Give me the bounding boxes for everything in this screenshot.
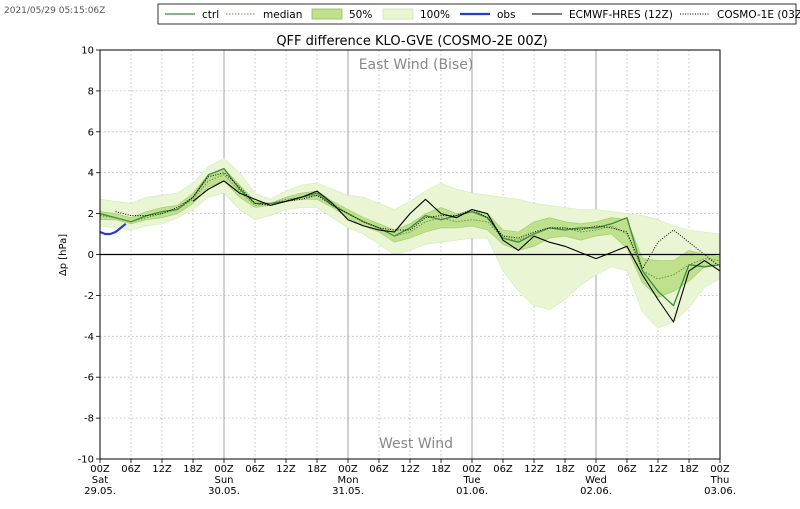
legend-label: 50% [349,9,372,21]
east-wind-annotation: East Wind (Bise) [359,57,474,73]
legend: ctrl median 50% 100% obs ECMWF-HRES (12Z) COSM… [157,3,800,25]
x-tick-label: 06Z [245,464,265,475]
legend-label: COSMO-1E (03Z) [717,9,800,21]
x-tick-day-label: Mon [337,475,358,486]
x-tick-label: 06Z [617,464,637,475]
y-axis-label: Δp [hPa] [58,234,69,276]
legend-swatch [311,8,343,20]
x-tick-label: 18Z [307,464,327,475]
x-tick-label: 12Z [524,464,544,475]
x-tick-label: 06Z [121,464,141,475]
x-tick-day-label: Sun [214,475,233,486]
y-tick-label: 6 [88,127,94,138]
x-tick-date-label: 01.06. [456,486,488,497]
x-tick-label: 12Z [648,464,668,475]
legend-label: ctrl [202,9,219,21]
x-tick-label: 00Z [338,464,358,475]
legend-label: ECMWF-HRES (12Z) [569,9,673,21]
x-tick-label: 12Z [276,464,296,475]
y-tick-label: -4 [84,332,94,343]
x-tick-label: 00Z [90,464,110,475]
legend-item-ctrl: ctrl [165,9,219,21]
x-tick-date-label: 30.05. [208,486,240,497]
legend-item-band50: 50% [311,8,372,21]
legend-label: 100% [420,9,450,21]
y-tick-label: -8 [84,414,94,425]
x-tick-day-label: Thu [710,475,730,486]
x-tick-date-label: 31.05. [332,486,364,497]
x-tick-label: 12Z [400,464,420,475]
x-tick-day-label: Tue [462,475,480,486]
y-tick-label: 4 [88,168,94,179]
x-tick-label: 00Z [214,464,234,475]
x-tick-date-label: 02.06. [580,486,612,497]
x-tick-label: 00Z [710,464,730,475]
legend-item-median: median [226,9,302,21]
x-tick-label: 00Z [586,464,606,475]
legend-item-obs: obs [460,9,516,21]
series-line-ctrl [99,167,721,307]
x-tick-day-label: Sat [92,475,108,486]
x-tick-label: 06Z [493,464,513,475]
x-tick-date-label: 29.05. [84,486,116,497]
x-tick-label: 00Z [462,464,482,475]
y-tick-label: -2 [84,291,94,302]
x-tick-label: 18Z [679,464,699,475]
x-tick-day-label: Wed [585,475,607,486]
legend-item-ecmwf: ECMWF-HRES (12Z) [532,9,673,21]
legend-label: obs [497,9,516,21]
legend-label: median [263,9,302,21]
y-tick-label: 10 [81,46,94,57]
x-tick-label: 06Z [369,464,389,475]
timestamp: 2021/05/29 05:15:06Z [4,6,106,16]
plot-area [99,49,721,460]
legend-item-band100: 100% [382,8,450,21]
x-tick-label: 12Z [152,464,172,475]
y-tick-label: 8 [88,86,94,97]
y-tick-label: -10 [78,455,94,466]
series-line-cosmo1e [115,172,721,270]
x-tick-label: 18Z [183,464,203,475]
series-line-obs [99,222,127,236]
y-tick-label: -6 [84,373,94,384]
series-line-median [99,174,721,280]
x-tick-date-label: 03.06. [704,486,736,497]
chart-title: QFF difference KLO-GVE (COSMO-2E 00Z) [276,34,547,49]
legend-swatch [382,8,414,20]
legend-item-cosmo1e: COSMO-1E (03Z) [680,9,800,21]
west-wind-annotation: West Wind [379,436,453,452]
x-tick-label: 18Z [431,464,451,475]
series-line-ecmwf [192,180,721,323]
x-tick-label: 18Z [555,464,575,475]
y-tick-label: 2 [88,209,94,220]
y-tick-label: 0 [88,250,94,261]
